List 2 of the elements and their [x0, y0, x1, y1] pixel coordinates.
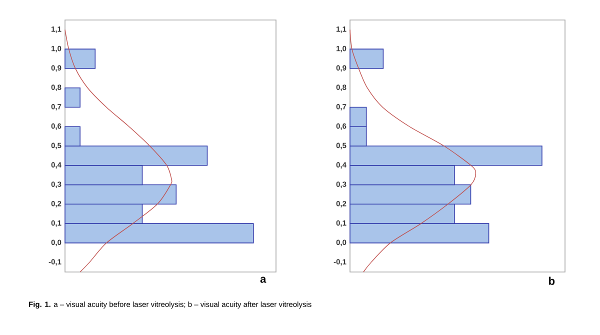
- text: a: [260, 276, 266, 283]
- text: b: [549, 276, 555, 285]
